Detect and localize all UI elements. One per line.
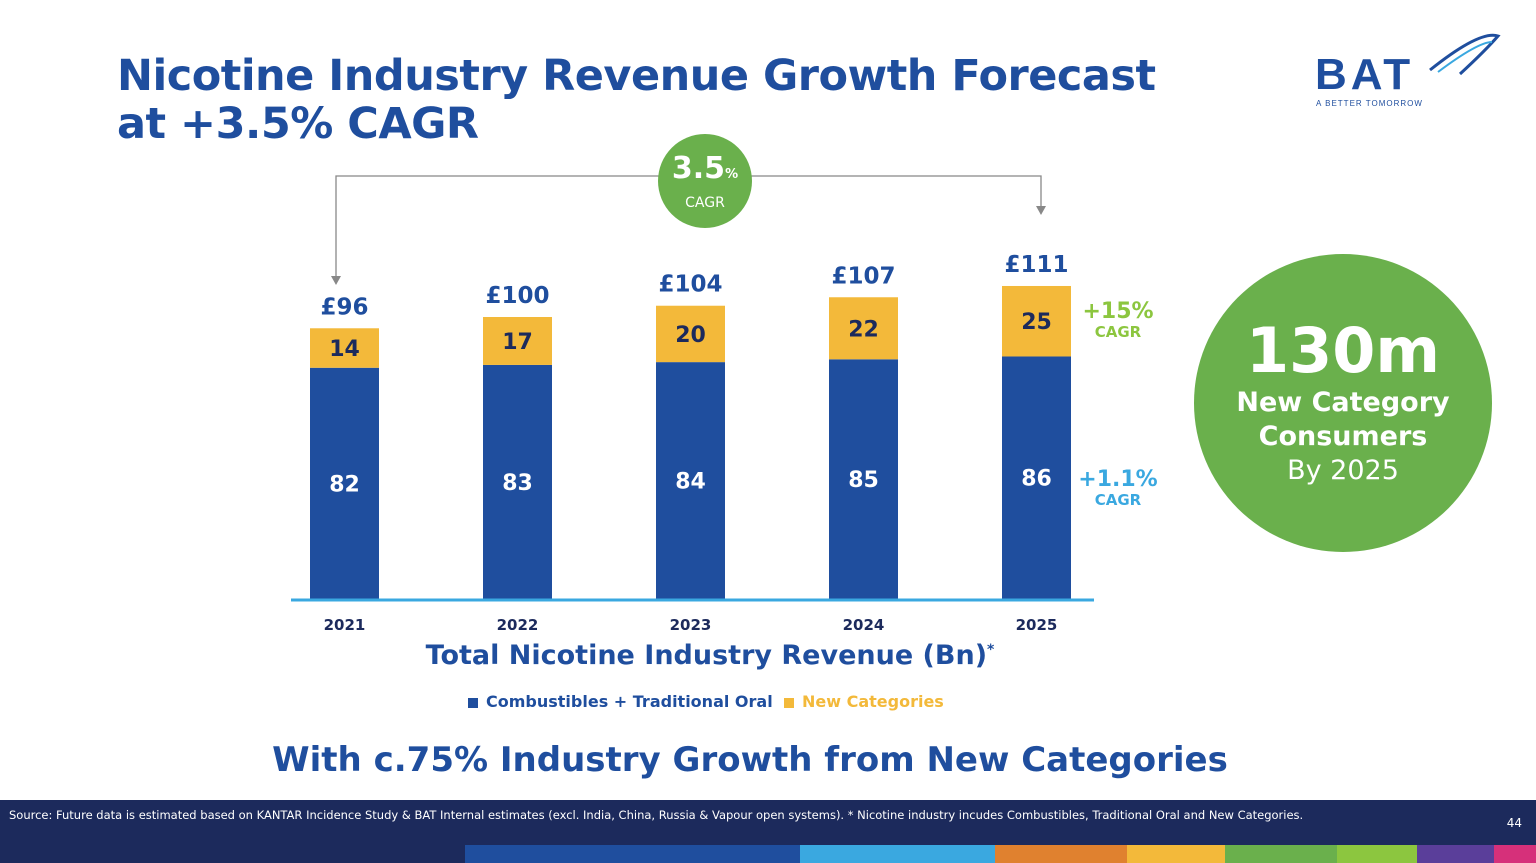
page-number: 44 [1506,816,1522,830]
bar-combustibles-2025 [1002,356,1071,599]
stripe-1 [800,845,995,863]
bracket-arrow-left [331,276,341,285]
consumers-line-2: Consumers [1258,421,1428,452]
logo-swoosh-icon [1429,33,1501,76]
bar-label-new-2025: 25 [1021,310,1052,335]
logo-wordmark: BAT [1315,50,1415,99]
bar-label-new-2021: 14 [329,337,360,362]
title-line-1: Nicotine Industry Revenue Growth Forecas… [117,51,1156,101]
x-tick-2024: 2024 [843,616,885,634]
bar-new-categories-2023 [656,305,725,363]
bar-label-combustibles-2025: 86 [1021,467,1052,492]
new-growth-label: CAGR [1094,323,1142,341]
stripe-0 [465,845,800,863]
logo-tagline: A BETTER TOMORROW [1316,99,1423,108]
title-line-2: at +3.5% CAGR [117,99,479,149]
stripe-4 [1225,845,1337,863]
stripe-3 [1127,845,1225,863]
bar-label-combustibles-2021: 82 [329,472,360,497]
cagr-value: 3.5% [671,151,739,186]
comb-growth-pct: +1.1% [1078,467,1158,492]
bat-logo: BAT A BETTER TOMORROW [1310,30,1510,114]
total-label-2025: £111 [1004,252,1068,278]
bar-combustibles-2022 [483,364,552,599]
bar-new-categories-2025 [1002,285,1071,357]
comb-growth-label: CAGR [1094,491,1142,509]
bar-label-combustibles-2023: 84 [675,470,706,495]
chart-title: Total Nicotine Industry Revenue (Bn)* [425,640,995,671]
growth-subtitle: With c.75% Industry Growth from New Cate… [272,740,1228,780]
footer-color-stripes [465,845,1536,863]
stripe-6 [1417,845,1494,863]
stripe-2 [995,845,1127,863]
x-tick-2021: 2021 [324,616,366,634]
legend-item-combustibles: Combustibles + Traditional Oral [468,692,773,711]
x-tick-2023: 2023 [670,616,712,634]
total-label-2022: £100 [485,283,549,309]
bar-label-new-2023: 20 [675,323,706,348]
stripe-7 [1494,845,1536,863]
bar-label-combustibles-2024: 85 [848,468,879,493]
x-tick-2022: 2022 [497,616,539,634]
bar-label-combustibles-2022: 83 [502,471,533,496]
bar-new-categories-2024 [829,297,898,360]
new-category-consumers-circle: 130m New Category Consumers By 2025 [1194,254,1492,552]
legend-item-new-categories: New Categories [784,692,944,711]
legend-swatch-new [784,697,794,708]
cagr-bubble: 3.5% CAGR [658,134,752,228]
bar-label-new-2024: 22 [848,317,879,342]
consumers-count: 130m [1245,314,1441,387]
page-title: Nicotine Industry Revenue Growth Forecas… [117,52,1217,148]
bar-combustibles-2023 [656,362,725,599]
bar-combustibles-2024 [829,359,898,599]
total-label-2021: £96 [320,294,368,320]
bar-label-new-2022: 17 [502,330,533,355]
bar-new-categories-2022 [483,317,552,365]
source-note: Source: Future data is estimated based o… [9,808,1304,822]
bar-new-categories-2021 [310,328,379,368]
cagr-label: CAGR [685,195,725,211]
stripe-5 [1337,845,1417,863]
x-tick-2025: 2025 [1016,616,1058,634]
consumers-line-1: New Category [1236,387,1450,418]
footer: Source: Future data is estimated based o… [0,800,1536,863]
new-categories-growth: +15% CAGR [1073,299,1163,341]
consumers-line-3: By 2025 [1287,455,1399,486]
bracket-arrow-right [1036,206,1046,215]
new-growth-pct: +15% [1082,299,1154,324]
total-label-2024: £107 [831,263,895,289]
total-label-2023: £104 [658,272,722,298]
bar-combustibles-2021 [310,367,379,599]
combustibles-growth: +1.1% CAGR [1073,467,1163,509]
legend-swatch-combustibles [468,697,478,708]
